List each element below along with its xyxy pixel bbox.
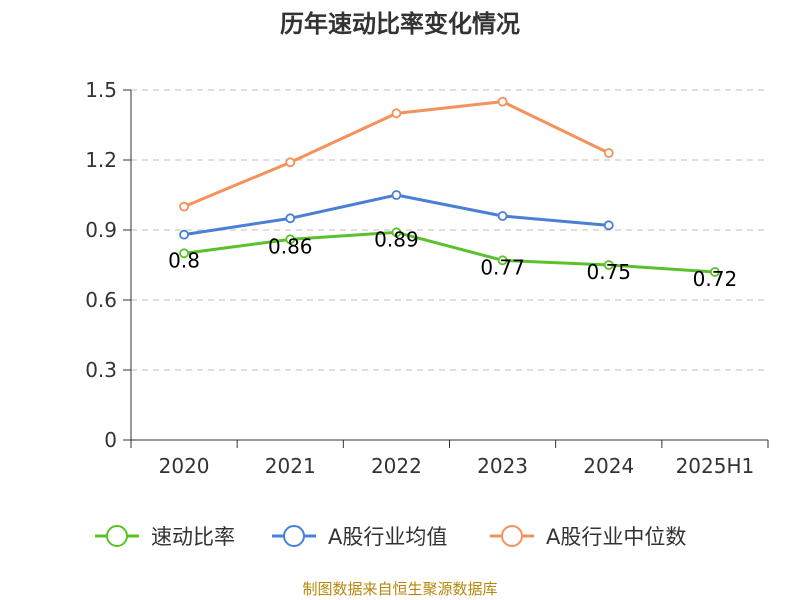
series-0-point <box>710 267 720 277</box>
series-2-point <box>497 96 508 107</box>
y-tick-label: 0.6 <box>85 288 117 312</box>
legend-label-2: A股行业中位数 <box>546 525 686 549</box>
series-1-point <box>603 220 614 231</box>
x-tick-label: 2024 <box>583 454 634 478</box>
series-0-point <box>179 248 189 259</box>
data-label: 0.8 <box>168 248 200 272</box>
series-1-point <box>285 213 296 224</box>
series-0-point <box>391 227 402 238</box>
legend: 速动比率 A股行业均值 A股行业中位数 <box>95 525 686 549</box>
data-labels: 0.8 0.86 0.89 0.77 0.75 0.72 <box>168 227 737 291</box>
series-1-point <box>391 190 402 200</box>
source-note: 制图数据来自恒生聚源数据库 <box>302 580 497 598</box>
series-2-point <box>285 157 296 168</box>
legend-marker-1 <box>283 525 305 547</box>
x-tick-label: 2020 <box>159 454 210 478</box>
x-tick-label: 2022 <box>371 454 422 478</box>
series-2-point <box>391 108 402 119</box>
series-0-point <box>497 255 508 266</box>
data-label: 0.75 <box>586 260 631 284</box>
data-label: 0.89 <box>374 227 419 251</box>
legend-label-1: A股行业均值 <box>328 525 447 549</box>
chart-title: 历年速动比率变化情况 <box>280 10 520 38</box>
legend-label-0: 速动比率 <box>151 525 235 549</box>
series-0-point <box>285 234 296 245</box>
x-tick-label: 2025H1 <box>676 454 755 478</box>
series-lines <box>179 96 720 277</box>
series-0-point <box>603 260 614 270</box>
x-tick-label: 2021 <box>265 454 316 478</box>
legend-marker-0 <box>106 525 128 547</box>
x-tick-label: 2023 <box>477 454 528 478</box>
axes: 0 0.3 0.6 0.9 1.2 1.5 2020 2021 2022 2023 2024 2025… <box>85 78 769 478</box>
data-label: 0.86 <box>268 234 313 258</box>
series-2-point <box>603 148 614 158</box>
series-1-point <box>497 211 508 221</box>
data-label: 0.72 <box>693 267 738 291</box>
y-tick-label: 0.9 <box>85 218 117 242</box>
legend-marker-2 <box>501 525 523 547</box>
series-1-point <box>179 229 189 240</box>
gridlines <box>131 89 768 371</box>
series-2-point <box>179 201 189 212</box>
series-line-0 <box>183 230 716 274</box>
y-tick-label: 1.2 <box>85 148 117 172</box>
y-tick-label: 1.5 <box>85 78 117 102</box>
y-tick-label: 0.3 <box>85 358 117 382</box>
y-tick-label: 0 <box>104 428 117 452</box>
data-label: 0.77 <box>480 255 525 279</box>
